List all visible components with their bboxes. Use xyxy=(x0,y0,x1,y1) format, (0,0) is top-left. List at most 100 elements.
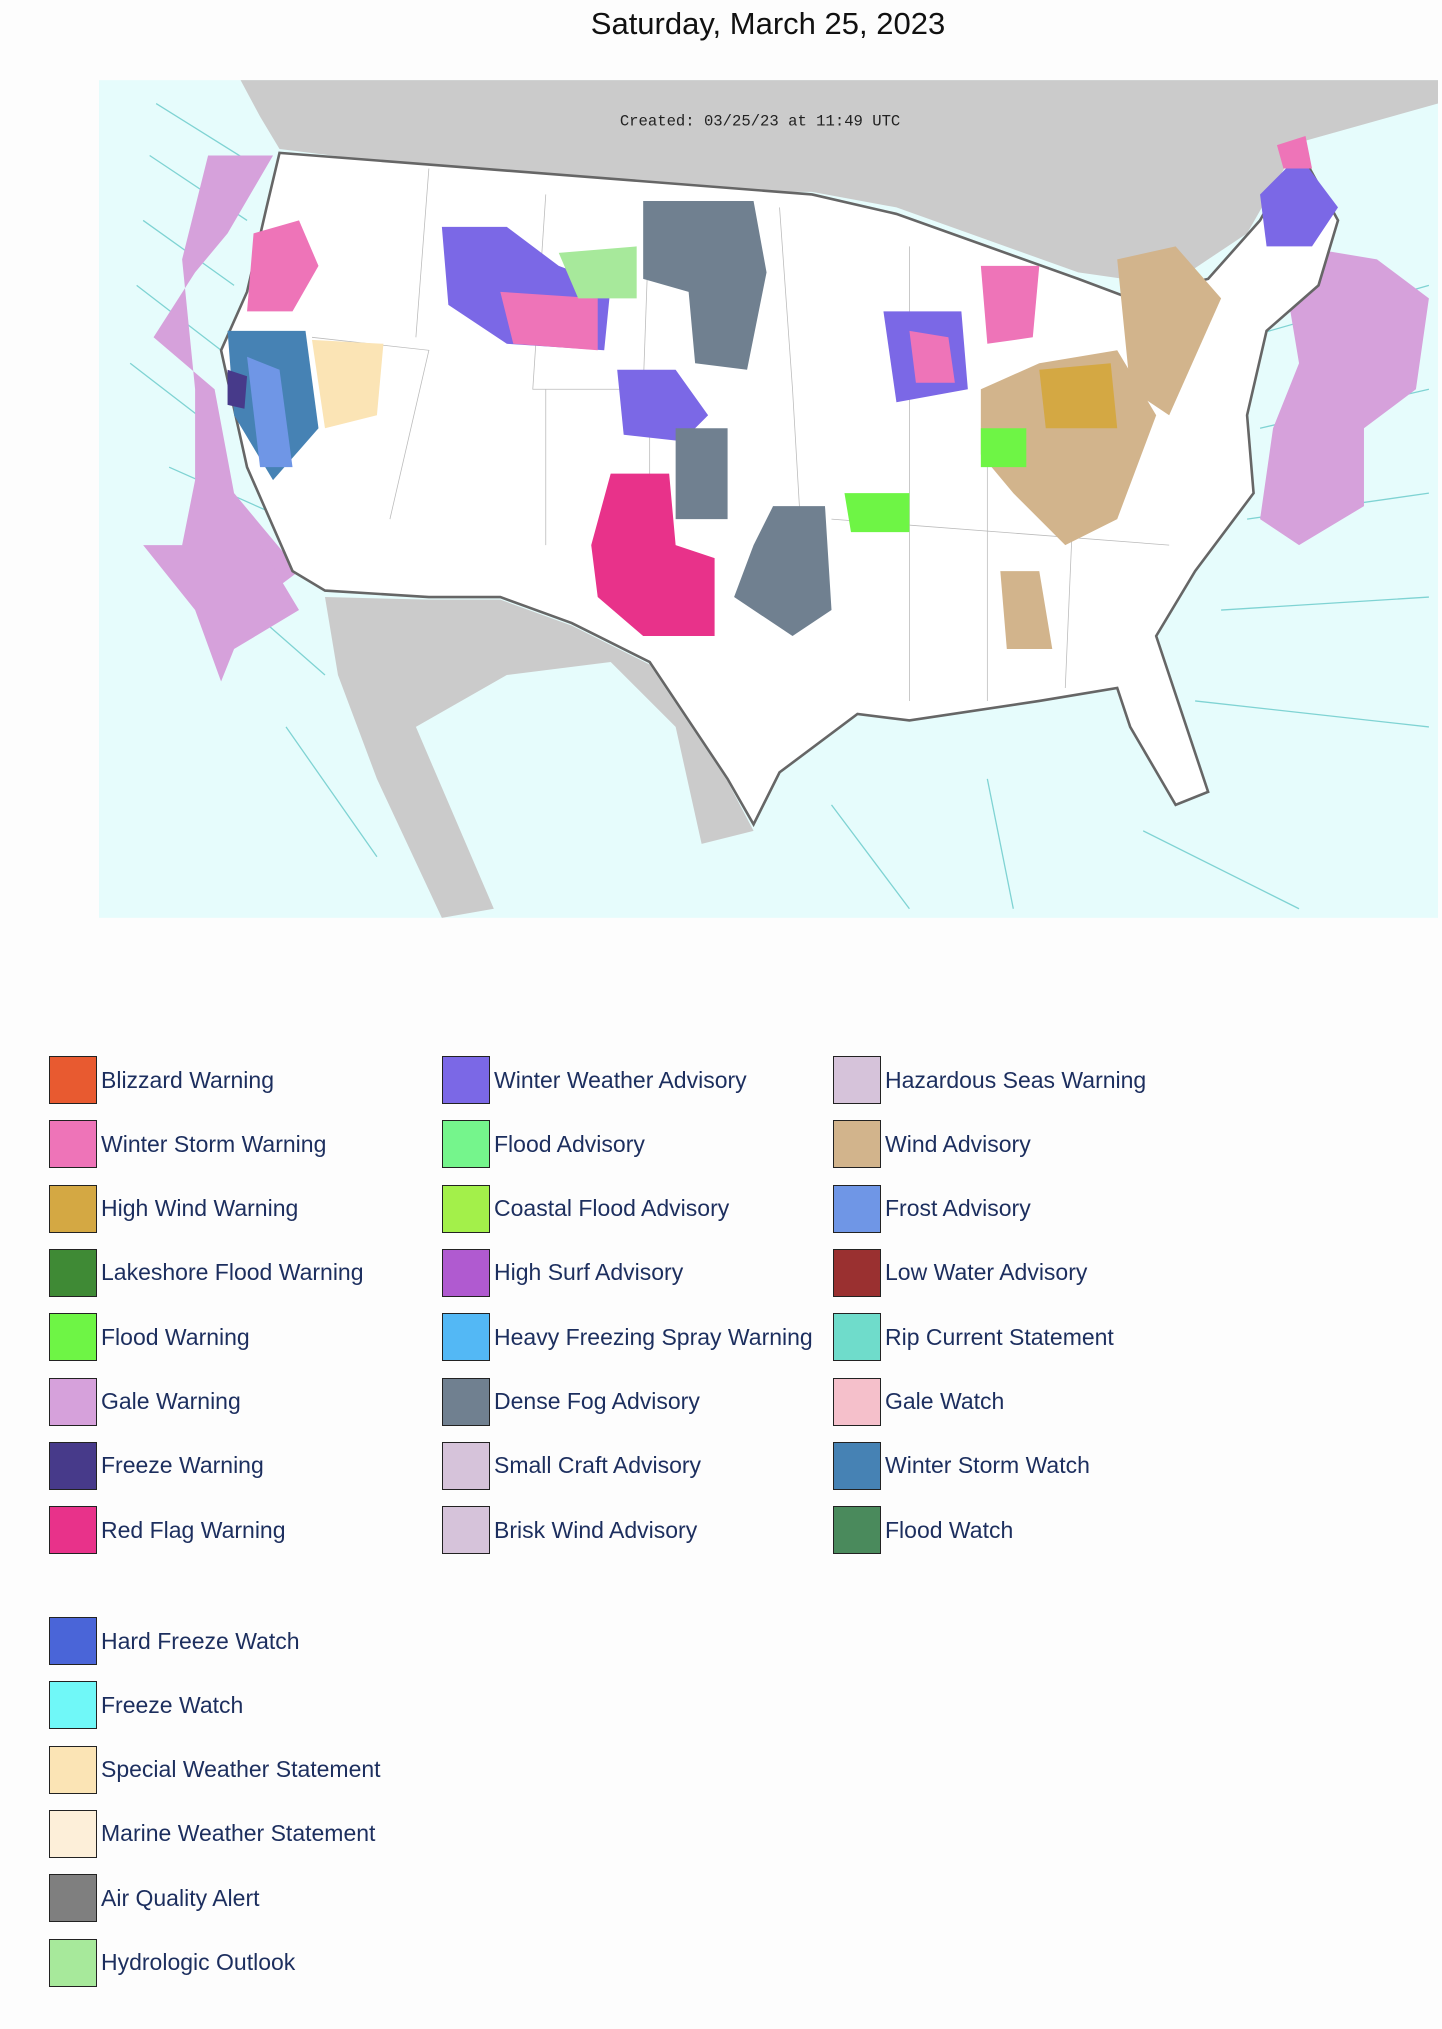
legend-swatch xyxy=(49,1056,97,1104)
alert-area xyxy=(1117,246,1222,416)
page-title: Saturday, March 25, 2023 xyxy=(590,6,946,41)
legend-label: High Surf Advisory xyxy=(494,1259,684,1286)
legend-swatch xyxy=(442,1184,490,1233)
legend-swatch xyxy=(833,1313,881,1362)
legend-item: Gale Warning xyxy=(49,1377,241,1426)
legend-item: Freeze Watch xyxy=(49,1681,244,1730)
legend-item: High Surf Advisory xyxy=(442,1248,684,1297)
legend-swatch xyxy=(833,1120,881,1169)
legend-swatch xyxy=(442,1056,490,1104)
legend-swatch xyxy=(49,1441,97,1490)
legend-label: Hard Freeze Watch xyxy=(101,1627,300,1654)
legend-item: Heavy Freezing Spray Warning xyxy=(442,1313,813,1362)
legend-label: Brisk Wind Advisory xyxy=(494,1516,698,1543)
legend-label: Low Water Advisory xyxy=(885,1259,1088,1286)
alert-area xyxy=(617,369,709,442)
legend-item: Flood Advisory xyxy=(442,1120,645,1169)
legend-swatch xyxy=(49,1313,97,1362)
legend-swatch xyxy=(833,1248,881,1297)
legend-item: Winter Storm Watch xyxy=(833,1441,1090,1490)
legend-item: Marine Weather Statement xyxy=(49,1809,376,1858)
legend-swatch xyxy=(833,1506,881,1555)
gale-zone xyxy=(1260,246,1429,546)
legend-item: Rip Current Statement xyxy=(833,1313,1114,1362)
legend-swatch xyxy=(442,1313,490,1362)
legend-label: Flood Watch xyxy=(885,1516,1014,1543)
legend-item: High Wind Warning xyxy=(49,1184,298,1233)
legend-swatch xyxy=(49,1377,97,1426)
alert-area xyxy=(311,339,384,429)
legend-swatch xyxy=(49,1506,97,1555)
canada xyxy=(240,80,1438,286)
legend-label: Hazardous Seas Warning xyxy=(885,1066,1147,1093)
alert-area xyxy=(558,246,637,299)
legend-label: Hydrologic Outlook xyxy=(101,1949,296,1975)
legend-swatch xyxy=(49,1745,97,1794)
legend-item: Hard Freeze Watch xyxy=(49,1617,300,1665)
legend-label: Coastal Flood Advisory xyxy=(494,1195,730,1222)
legend-item: Small Craft Advisory xyxy=(442,1441,701,1490)
legend-label: Lakeshore Flood Warning xyxy=(101,1259,364,1286)
legend-label: Dense Fog Advisory xyxy=(494,1388,700,1414)
legend-swatch xyxy=(833,1441,881,1490)
legend-label: Flood Advisory xyxy=(494,1130,645,1157)
alert-map: Created: 03/25/23 at 11:49 UTC xyxy=(99,80,1438,918)
legend-swatch xyxy=(442,1506,490,1555)
alert-area xyxy=(844,493,910,533)
legend-item: Freeze Warning xyxy=(49,1441,264,1490)
legend-item: Blizzard Warning xyxy=(49,1056,274,1104)
alert-area xyxy=(675,428,728,520)
legend-label: Marine Weather Statement xyxy=(101,1820,376,1847)
legend-item: Brisk Wind Advisory xyxy=(442,1506,698,1555)
legend-swatch xyxy=(49,1809,97,1858)
alert-area xyxy=(980,265,1040,344)
legend-item: Frost Advisory xyxy=(833,1184,1031,1233)
legend-label: Special Weather Statement xyxy=(101,1756,381,1783)
alert-area xyxy=(1260,155,1338,247)
legend-item: Low Water Advisory xyxy=(833,1248,1088,1297)
legend-item: Flood Watch xyxy=(833,1506,1014,1555)
legend-swatch xyxy=(49,1120,97,1169)
alert-area xyxy=(1039,363,1118,429)
legend-item: Dense Fog Advisory xyxy=(442,1377,700,1426)
legend-label: Gale Watch xyxy=(885,1388,1005,1414)
legend-item: Wind Advisory xyxy=(833,1120,1031,1169)
legend-label: Air Quality Alert xyxy=(101,1884,260,1911)
alert-area xyxy=(500,291,598,351)
mexico xyxy=(324,597,754,918)
legend-label: Wind Advisory xyxy=(885,1130,1031,1157)
legend-swatch xyxy=(833,1184,881,1233)
legend-swatch xyxy=(49,1184,97,1233)
legend-item: Flood Warning xyxy=(49,1313,250,1362)
alert-area xyxy=(247,220,319,312)
legend-item: Lakeshore Flood Warning xyxy=(49,1248,364,1297)
legend-label: Freeze Watch xyxy=(101,1691,244,1718)
legend-swatch xyxy=(49,1681,97,1730)
legend-label: Heavy Freezing Spray Warning xyxy=(494,1323,813,1350)
legend-label: Winter Storm Warning xyxy=(101,1130,327,1157)
legend-swatch xyxy=(49,1617,97,1665)
legend-item: Special Weather Statement xyxy=(49,1745,381,1794)
legend-item: Air Quality Alert xyxy=(49,1874,260,1923)
legend-swatch xyxy=(442,1377,490,1426)
legend-swatch xyxy=(49,1248,97,1297)
legend-label: Red Flag Warning xyxy=(101,1516,286,1543)
legend-label: Winter Weather Advisory xyxy=(494,1066,747,1093)
legend-item: Winter Weather Advisory xyxy=(442,1056,747,1104)
legend-swatch xyxy=(49,1874,97,1923)
legend-label: Winter Storm Watch xyxy=(885,1452,1090,1479)
legend-label: Freeze Warning xyxy=(101,1452,264,1479)
legend-item: Coastal Flood Advisory xyxy=(442,1184,730,1233)
legend-label: Blizzard Warning xyxy=(101,1066,274,1093)
legend-swatch xyxy=(49,1938,97,1987)
legend-label: Rip Current Statement xyxy=(885,1323,1114,1350)
alert-area xyxy=(227,369,248,409)
created-timestamp: Created: 03/25/23 at 11:49 UTC xyxy=(620,113,900,131)
legend-label: Gale Warning xyxy=(101,1388,241,1414)
legend-swatch xyxy=(442,1120,490,1169)
alert-area xyxy=(591,473,715,637)
gale-zone xyxy=(153,155,300,611)
legend-swatch xyxy=(833,1377,881,1426)
legend-label: Frost Advisory xyxy=(885,1195,1031,1222)
alert-area xyxy=(1276,136,1313,169)
